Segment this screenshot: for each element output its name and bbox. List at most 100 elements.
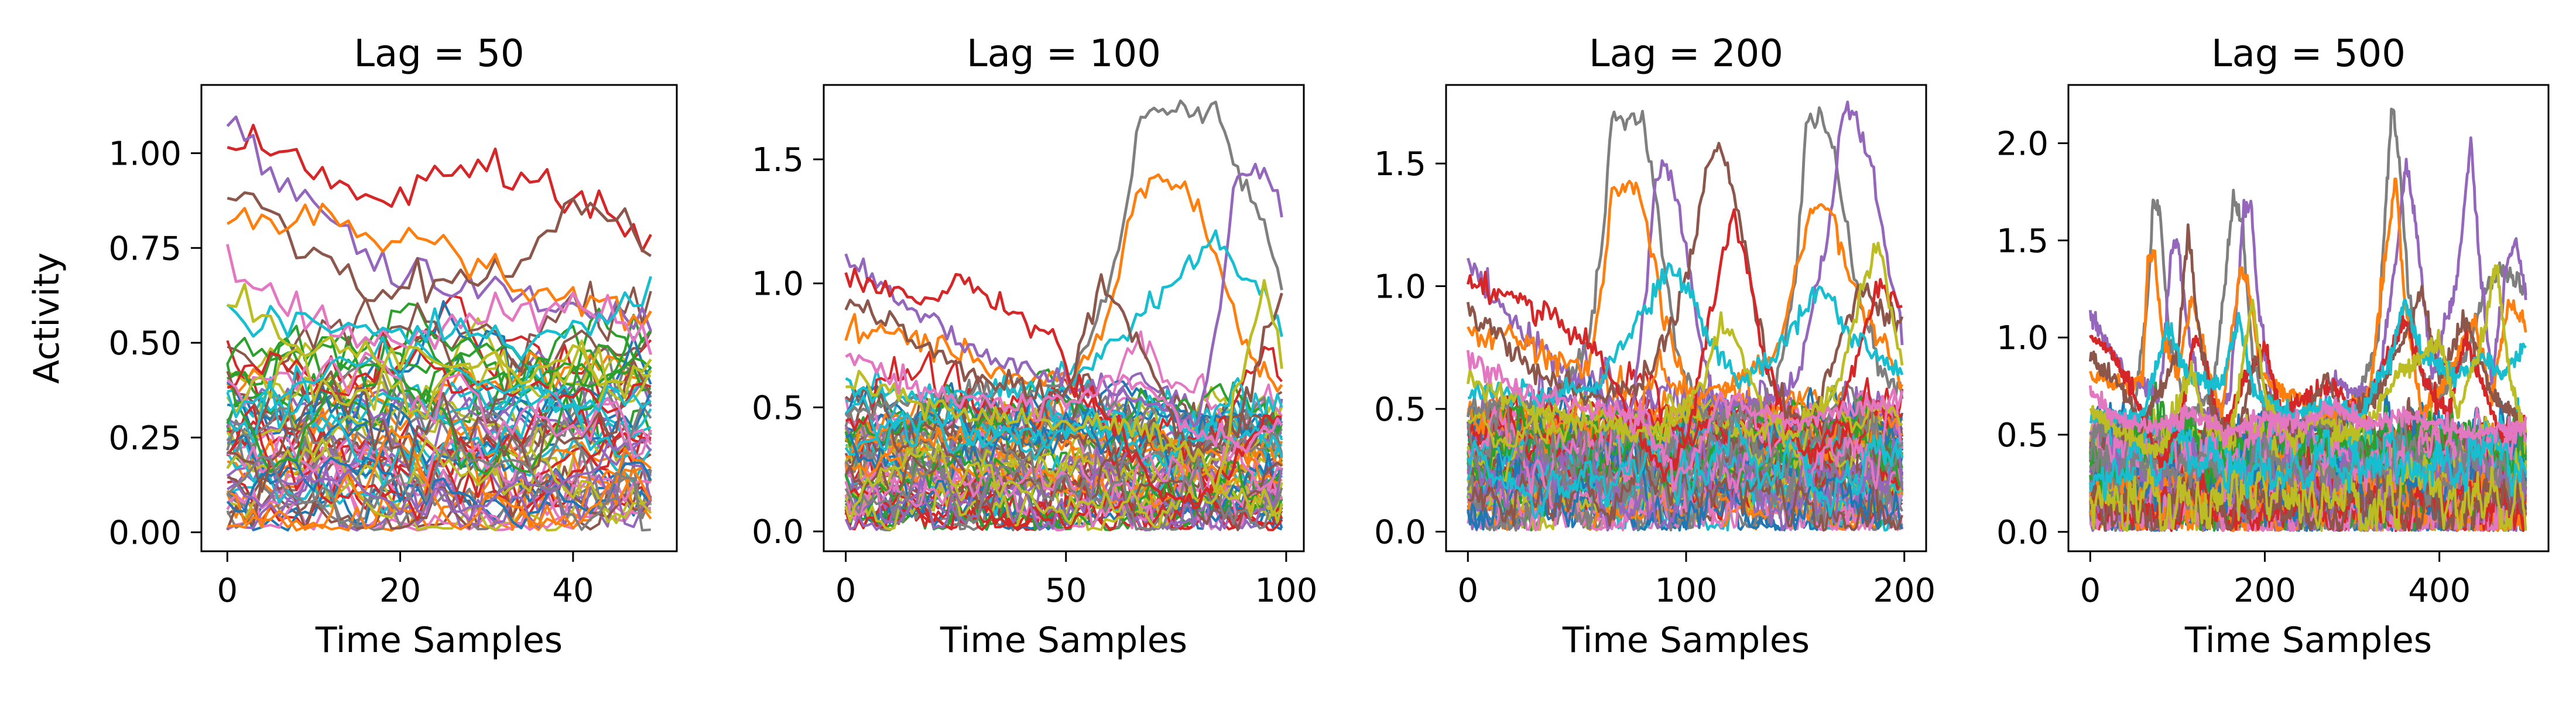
x-tick-label: 0 [2080,572,2101,610]
series-line [226,364,652,487]
series-line [1467,438,1903,531]
y-tick-label: 1.0 [752,265,804,303]
axes-frame [200,84,678,552]
featured-series-line [845,353,1283,454]
panel-lag-100: Lag = 100 Time Samples 0 50 100 0.0 0.5 1.0 1.… [752,32,1317,661]
featured-series-line [845,279,1283,493]
featured-series-line [2089,264,2527,459]
x-tick-label: 200 [1873,572,1936,610]
series-line [844,442,1283,531]
series-line [226,339,652,420]
y-tick-label: 1.5 [1996,222,2049,260]
panel-title: Lag = 50 [354,32,524,76]
y-tick-label: 0.25 [108,419,181,458]
series-line [1467,409,1904,520]
x-axis-label: Time Samples [940,620,1187,661]
featured-series-line [2088,385,2527,448]
y-tick-label: 2.0 [1996,125,2049,163]
series-line [845,452,1283,509]
series-line [845,423,1283,474]
y-tick-label: 1.5 [752,141,804,179]
series-line [227,412,652,530]
x-tick-label: 200 [2234,572,2296,610]
y-tick-label: 1.5 [1374,145,1426,183]
y-tick-label: 0.0 [1374,513,1426,551]
y-axis-label: Activity [26,252,67,384]
series-line [844,438,1283,499]
y-tick-label: 0.00 [108,514,181,552]
x-tick-label: 0 [835,572,857,610]
featured-series-line [1467,179,1904,406]
series-line [845,377,1283,452]
featured-series-line [225,244,653,355]
series-line [226,393,651,510]
featured-series-line [1467,262,1904,416]
featured-series-line [226,276,652,361]
x-axis-label: Time Samples [1562,620,1810,661]
x-axis-label: Time Samples [2184,620,2432,661]
featured-series-line [844,267,1282,510]
featured-series-line [227,203,652,332]
y-tick-label: 1.00 [108,135,181,173]
series-line [844,453,1283,532]
panel-lag-200: Lag = 200 Time Samples 0 100 200 0.0 0.5 1.0 1… [1374,32,1936,661]
x-tick-label: 40 [552,572,594,610]
panel-title: Lag = 200 [1589,32,1783,76]
x-axis-label: Time Samples [315,620,563,661]
featured-series-line [227,191,652,304]
series-line [845,478,1283,531]
series-line [1467,447,1903,532]
featured-series-line [1466,142,1904,429]
panel-title: Lag = 500 [2211,32,2406,76]
x-tick-label: 100 [1255,572,1317,610]
x-tick-label: 400 [2408,572,2471,610]
y-tick-label: 1.0 [1996,319,2049,357]
series-group [225,115,653,532]
y-tick-label: 0.5 [752,389,804,427]
featured-series-line [2089,298,2527,433]
series-line [227,456,651,532]
series-line [227,438,652,516]
series-line [2089,451,2527,533]
series-line [844,440,1283,528]
series-group [844,99,1283,532]
panel-lag-50: Lag = 50 Time Samples Activity 0 20 40 0.00… [26,32,678,661]
x-tick-label: 0 [1457,572,1478,610]
panel-title: Lag = 100 [967,32,1161,76]
featured-series-line [1466,208,1903,482]
y-tick-label: 0.0 [1996,514,2049,552]
series-line [227,347,652,414]
featured-series-line [845,229,1283,408]
series-line [227,428,652,532]
featured-series-line [2088,136,2527,447]
series-line [1467,388,1903,458]
y-tick-label: 0.50 [108,325,181,363]
series-group [2088,107,2527,533]
series-line [844,442,1283,529]
series-line [226,443,651,532]
panel-lag-500: Lag = 500 Time Samples 0 200 400 0.0 0.5 1.0 1… [1996,32,2550,661]
featured-series-line [1466,350,1904,493]
x-tick-label: 50 [1045,572,1087,610]
series-group [1466,100,1904,532]
x-tick-label: 100 [1655,572,1718,610]
y-tick-label: 1.0 [1374,268,1426,306]
x-tick-label: 20 [379,572,421,610]
y-tick-label: 0.5 [1996,417,2049,455]
axes-frame [823,84,1305,552]
series-line [226,352,652,459]
y-tick-label: 0.75 [108,230,181,268]
series-line [844,446,1283,531]
featured-series-line [844,273,1283,463]
y-tick-label: 0.0 [752,513,804,551]
axes-frame [2067,84,2550,552]
x-tick-label: 0 [217,572,238,610]
featured-series-line [227,124,652,252]
featured-series-line [227,282,652,400]
featured-series-line [1466,241,1904,444]
y-tick-label: 0.5 [1374,391,1426,429]
series-line [226,456,652,530]
featured-series-line [844,162,1283,428]
